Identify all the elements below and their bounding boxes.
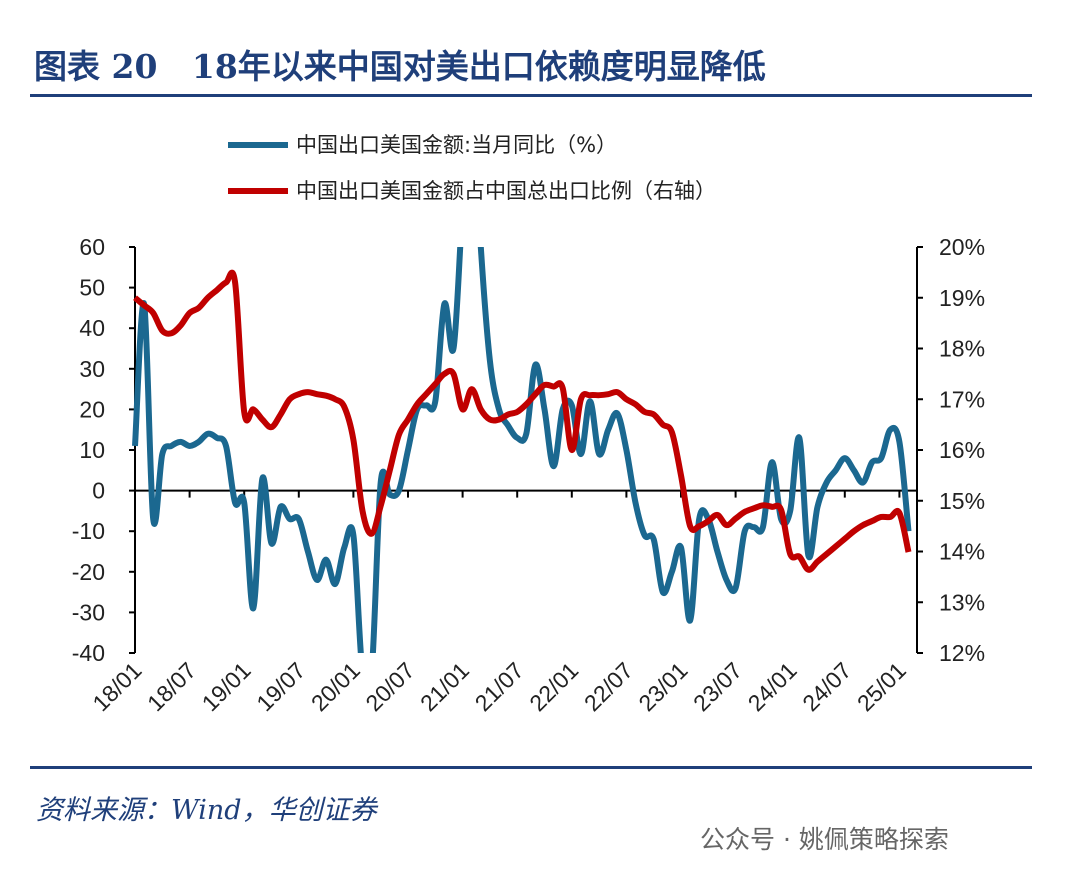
x-tick-label: 25/01 [852,657,911,716]
x-tick-label: 21/07 [470,657,529,716]
y-right-tick-label: 17% [939,386,985,412]
y-left-tick-label: -30 [72,599,105,625]
y-left-tick-label: 60 [79,234,105,260]
y-left-tick-label: -20 [72,559,105,585]
x-tick-label: 23/07 [688,657,747,716]
y-right-tick-label: 16% [939,437,985,463]
x-tick-label: 22/07 [579,657,638,716]
y-left-tick-label: 50 [79,275,105,301]
y-left-tick-label: -40 [72,640,105,666]
x-tick-label: 18/01 [87,657,146,716]
series-line-yoy [132,247,912,653]
y-left-tick-label: 40 [79,315,105,341]
x-tick-label: 24/01 [743,657,802,716]
top-rule [30,94,1032,97]
x-tick-label: 19/07 [251,657,310,716]
source-note: 资料来源：Wind，华创证券 [36,795,377,826]
legend-label-blue: 中国出口美国金额:当月同比（%） [296,133,617,157]
x-tick-label: 20/07 [360,657,419,716]
y-left-tick-label: 30 [79,356,105,382]
chart-title: 图表 20 18年以来中国对美出口依赖度明显降低 [34,47,766,86]
y-left-tick-label: -10 [72,518,105,544]
y-left-tick-label: 20 [79,396,105,422]
y-left-tick-label: 10 [79,437,105,463]
legend-label-red: 中国出口美国金额占中国总出口比例（右轴） [296,179,716,203]
y-right-tick-label: 15% [939,488,985,514]
x-tick-label: 23/01 [633,657,692,716]
x-tick-label: 19/01 [197,657,256,716]
x-tick-label: 22/01 [524,657,583,716]
y-right-tick-label: 20% [939,234,985,260]
x-tick-label: 24/07 [797,657,856,716]
y-right-tick-label: 18% [939,336,985,362]
x-tick-label: 18/07 [142,657,201,716]
y-right-tick-label: 14% [939,539,985,565]
series-line-share [133,269,912,573]
y-right-tick-label: 13% [939,589,985,615]
bottom-rule [30,766,1032,769]
y-left-tick-label: 0 [92,478,105,504]
y-right-tick-label: 19% [939,285,985,311]
x-tick-label: 20/01 [306,657,365,716]
y-right-tick-label: 12% [939,640,985,666]
x-tick-label: 21/01 [415,657,474,716]
watermark: 公众号 · 姚佩策略探索 [700,825,949,854]
legend: 中国出口美国金额:当月同比（%） 中国出口美国金额占中国总出口比例（右轴） [228,133,716,203]
